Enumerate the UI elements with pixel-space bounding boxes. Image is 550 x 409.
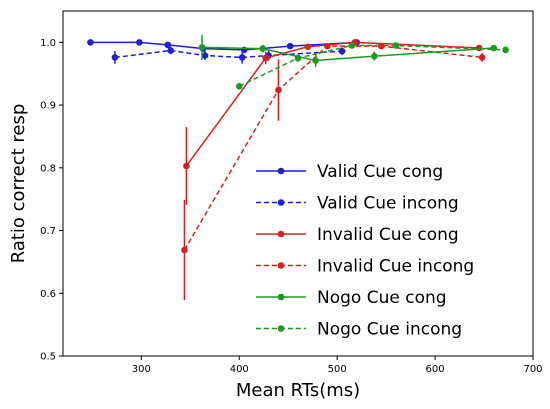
x-tick-label-1: 400 (230, 364, 249, 375)
legend-item-4: Nogo Cue cong (256, 288, 447, 308)
legend-item-2: Invalid Cue cong (256, 225, 459, 245)
legend-item-3: Invalid Cue incong (256, 257, 474, 277)
data-point-2-0 (183, 162, 190, 170)
data-point-5-3 (392, 42, 400, 49)
y-tick-label-0: 0.5 (40, 352, 56, 363)
data-point-2-4 (475, 44, 483, 52)
y-tick-label-4: 0.9 (40, 101, 56, 112)
y-tick-label-5: 1.0 (40, 38, 56, 49)
data-point-1-0 (111, 54, 119, 61)
legend-label-3: Invalid Cue incong (317, 257, 474, 277)
data-point-0-1 (136, 39, 143, 46)
x-axis-title: Mean RTs(ms) (236, 380, 360, 401)
data-point-3-0 (181, 246, 188, 254)
x-tick-label-3: 600 (426, 364, 445, 375)
legend-marker-3 (277, 262, 285, 269)
data-point-1-1 (167, 47, 175, 54)
series-4 (198, 34, 498, 67)
x-tick-label-0: 300 (132, 364, 151, 375)
x-tick-label-4: 700 (523, 364, 542, 375)
series-layer (87, 34, 509, 301)
legend-label-2: Invalid Cue cong (317, 225, 459, 245)
y-tick-label-2: 0.7 (40, 226, 56, 237)
y-axis-title: Ratio correct resp (8, 104, 29, 264)
data-point-4-1 (259, 45, 267, 52)
data-point-5-4 (502, 46, 509, 54)
data-point-1-3 (238, 54, 246, 61)
x-tick-label-2: 500 (328, 364, 347, 375)
legend-label-4: Nogo Cue cong (317, 288, 447, 308)
data-point-4-3 (371, 52, 378, 60)
y-tick-label-3: 0.8 (40, 163, 56, 174)
data-point-3-3 (377, 42, 385, 50)
data-point-1-2 (201, 52, 209, 59)
x-axis-ticks: 300 400 500 600 700 (132, 356, 543, 375)
legend-item-0: Valid Cue cong (256, 162, 443, 182)
data-point-5-0 (235, 82, 243, 90)
data-point-4-4 (490, 44, 498, 52)
legend-marker-5 (277, 325, 285, 332)
y-axis-ticks: 0.5 0.6 0.7 0.8 0.9 1.0 (40, 38, 63, 363)
data-point-2-2 (304, 43, 312, 51)
legend: Valid Cue cong Valid Cue incong Invalid Cu… (256, 162, 474, 340)
plot-frame (62, 10, 534, 357)
legend-item-1: Valid Cue incong (256, 194, 459, 214)
legend-item-5: Nogo Cue incong (256, 320, 462, 340)
series-3 (181, 42, 486, 301)
data-point-5-1 (294, 54, 302, 62)
legend-label-5: Nogo Cue incong (317, 320, 462, 340)
legend-marker-0 (277, 167, 285, 175)
data-point-0-2 (164, 41, 172, 49)
legend-label-1: Valid Cue incong (317, 194, 459, 214)
y-tick-label-1: 0.6 (40, 289, 56, 300)
data-point-3-4 (478, 54, 486, 61)
data-point-5-2 (348, 42, 356, 49)
legend-label-0: Valid Cue cong (317, 162, 443, 182)
legend-marker-1 (277, 199, 285, 206)
legend-marker-4 (277, 293, 285, 301)
data-point-3-2 (324, 42, 331, 50)
data-point-0-5 (286, 42, 294, 50)
data-point-1-5 (338, 47, 346, 55)
data-point-4-2 (312, 57, 319, 64)
data-point-3-1 (275, 86, 282, 94)
legend-marker-2 (277, 230, 285, 238)
data-point-2-1 (262, 54, 269, 62)
data-point-4-0 (198, 44, 206, 51)
data-point-0-0 (87, 39, 94, 46)
series-5 (235, 42, 509, 90)
